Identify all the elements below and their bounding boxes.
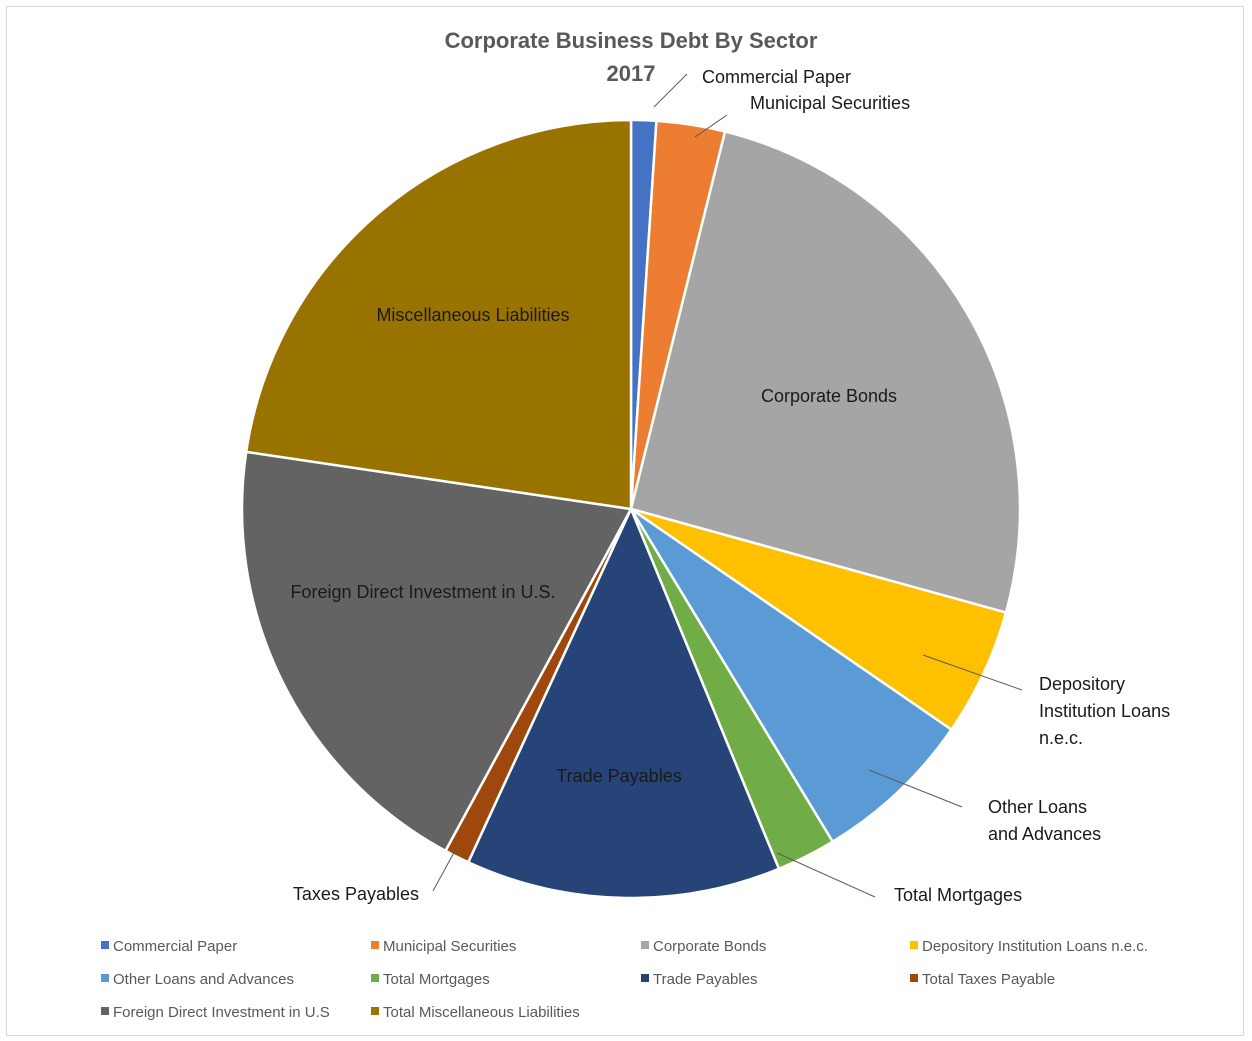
pie-slice-corporate-bonds xyxy=(629,130,1022,615)
chart-title: Corporate Business Debt By Sector xyxy=(445,28,818,53)
legend-swatch xyxy=(101,974,109,982)
legend-item: Trade Payables xyxy=(641,971,758,988)
legend-label: Municipal Securities xyxy=(383,938,516,955)
legend-label: Total Taxes Payable xyxy=(922,971,1055,988)
data-label-line: n.e.c. xyxy=(1039,728,1083,748)
legend-item: Municipal Securities xyxy=(371,938,516,955)
pie-slice-other-loans-and-advances xyxy=(629,507,954,844)
legend-item: Total Miscellaneous Liabilities xyxy=(371,1004,580,1021)
legend-label: Depository Institution Loans n.e.c. xyxy=(922,938,1148,955)
data-label-line: Total Mortgages xyxy=(894,885,1022,905)
pie-slice-miscellaneous-liabilities xyxy=(244,118,633,511)
data-label: Miscellaneous Liabilities xyxy=(376,305,569,325)
legend-item: Total Taxes Payable xyxy=(910,971,1055,988)
data-label: Trade Payables xyxy=(556,766,681,786)
legend-label: Total Mortgages xyxy=(383,971,490,988)
legend-swatch xyxy=(101,941,109,949)
leader-line xyxy=(868,769,963,808)
legend-item: Depository Institution Loans n.e.c. xyxy=(910,938,1148,955)
legend-label: Trade Payables xyxy=(653,971,758,988)
data-label-line: Taxes Payables xyxy=(293,884,419,904)
data-label: Depository Institution Loans n.e.c. xyxy=(1039,674,1170,748)
leader-line xyxy=(432,846,458,892)
data-label-line: Corporate Bonds xyxy=(761,386,897,406)
legend-item: Corporate Bonds xyxy=(641,938,766,955)
data-label-line: Trade Payables xyxy=(556,766,681,786)
legend-item: Foreign Direct Investment in U.S xyxy=(101,1004,330,1021)
legend-swatch xyxy=(371,941,379,949)
leader-line xyxy=(922,654,1023,691)
legend-swatch xyxy=(910,941,918,949)
data-label: Municipal Securities xyxy=(750,93,910,113)
data-label-line: Depository xyxy=(1039,674,1125,694)
data-label: Total Mortgages xyxy=(894,885,1022,905)
legend-item: Total Mortgages xyxy=(371,971,490,988)
leader-line xyxy=(776,852,876,898)
chart-subtitle: 2017 xyxy=(607,61,656,86)
legend-swatch xyxy=(101,1007,109,1015)
data-label: Commercial Paper xyxy=(702,67,851,87)
legend-item: Commercial Paper xyxy=(101,938,237,955)
pie-slice-foreign-direct-investment-in-u-s xyxy=(240,450,633,853)
legend-label: Total Miscellaneous Liabilities xyxy=(383,1004,580,1021)
legend-label: Other Loans and Advances xyxy=(113,971,294,988)
legend: Commercial Paper Municipal Securities Corp… xyxy=(101,938,1148,1021)
legend-swatch xyxy=(641,974,649,982)
data-label: Foreign Direct Investment in U.S. xyxy=(290,582,555,602)
data-label-line: Miscellaneous Liabilities xyxy=(376,305,569,325)
pie-slice-trade-payables xyxy=(466,505,781,900)
data-label-line: Commercial Paper xyxy=(702,67,851,87)
data-label-line: and Advances xyxy=(988,824,1101,844)
pie-chart: Corporate Business Debt By Sector 2017 C… xyxy=(101,28,1170,1021)
data-label-line: Institution Loans xyxy=(1039,701,1170,721)
data-label: Corporate Bonds xyxy=(761,386,897,406)
legend-swatch xyxy=(641,941,649,949)
data-label: Taxes Payables xyxy=(293,884,419,904)
data-label-line: Municipal Securities xyxy=(750,93,910,113)
legend-swatch xyxy=(371,1007,379,1015)
data-label-line: Other Loans xyxy=(988,797,1087,817)
chart-frame: Corporate Business Debt By Sector 2017 C… xyxy=(6,6,1244,1036)
leader-line xyxy=(694,114,728,138)
legend-swatch xyxy=(371,974,379,982)
legend-label: Foreign Direct Investment in U.S xyxy=(113,1004,330,1021)
legend-swatch xyxy=(910,974,918,982)
legend-label: Corporate Bonds xyxy=(653,938,766,955)
legend-item: Other Loans and Advances xyxy=(101,971,294,988)
data-label-line: Foreign Direct Investment in U.S. xyxy=(290,582,555,602)
leader-line xyxy=(653,73,688,108)
legend-label: Commercial Paper xyxy=(113,938,237,955)
data-label: Other Loans and Advances xyxy=(988,797,1101,844)
